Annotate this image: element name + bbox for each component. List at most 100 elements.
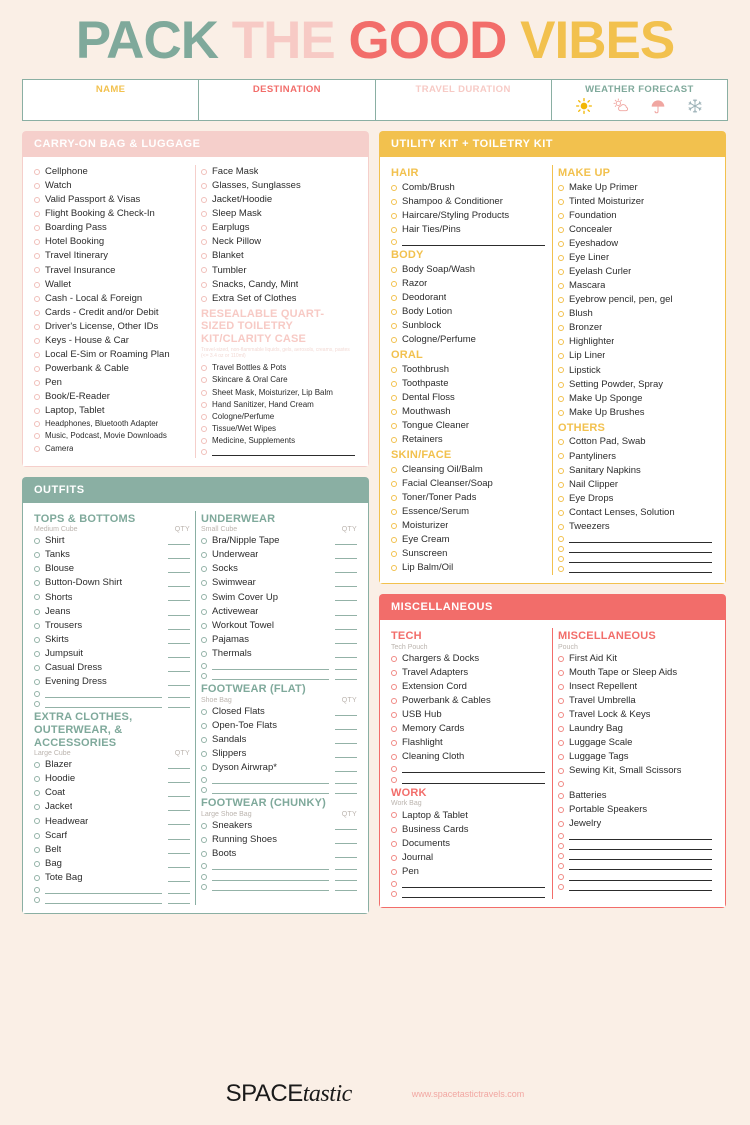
checkbox-icon[interactable] (34, 183, 40, 190)
checkbox-icon[interactable] (34, 886, 40, 893)
checkbox-icon[interactable] (391, 754, 397, 761)
list-item[interactable]: Sheet Mask, Moisturizer, Lip Balm (201, 386, 357, 398)
list-item[interactable]: Haircare/Styling Products (391, 209, 547, 223)
checkbox-icon[interactable] (34, 323, 40, 330)
list-item[interactable]: Foundation (558, 209, 714, 223)
checkbox-icon[interactable] (201, 883, 207, 890)
list-item[interactable]: Luggage Tags (558, 750, 714, 764)
blank-list-item[interactable] (558, 882, 714, 892)
write-in-line[interactable] (569, 883, 712, 891)
qty-input[interactable] (168, 690, 190, 698)
checkbox-icon[interactable] (558, 297, 564, 304)
list-item[interactable]: Hotel Booking (34, 235, 190, 249)
list-item[interactable]: Retainers (391, 433, 547, 447)
list-item[interactable]: Hair Ties/Pins (391, 223, 547, 237)
weather-forecast-field[interactable]: WEATHER FORECAST (552, 80, 727, 120)
list-item[interactable]: Flashlight (391, 736, 547, 750)
checkbox-icon[interactable] (558, 339, 564, 346)
checkbox-icon[interactable] (558, 556, 564, 563)
list-item[interactable]: Activewear (201, 605, 357, 619)
checkbox-icon[interactable] (558, 481, 564, 488)
qty-input[interactable] (168, 537, 190, 546)
checkbox-icon[interactable] (34, 281, 40, 288)
list-item[interactable]: Scarf (34, 828, 190, 842)
checkbox-icon[interactable] (391, 523, 397, 530)
qty-input[interactable] (335, 850, 357, 859)
checkbox-icon[interactable] (201, 622, 207, 629)
checkbox-icon[interactable] (558, 780, 564, 787)
list-item[interactable]: Contact Lenses, Solution (558, 506, 714, 520)
blank-list-item[interactable] (201, 785, 357, 795)
checkbox-icon[interactable] (34, 197, 40, 204)
checkbox-icon[interactable] (558, 509, 564, 516)
qty-input[interactable] (335, 873, 357, 881)
checkbox-icon[interactable] (201, 225, 207, 232)
list-item[interactable]: Documents (391, 837, 547, 851)
list-item[interactable]: Dyson Airwrap* (201, 761, 357, 775)
list-item[interactable]: Coat (34, 786, 190, 800)
list-item[interactable]: Facial Cleanser/Soap (391, 477, 547, 491)
blank-list-item[interactable] (558, 861, 714, 871)
checkbox-icon[interactable] (34, 690, 40, 697)
blank-list-item[interactable] (558, 564, 714, 574)
checkbox-icon[interactable] (391, 394, 397, 401)
list-item[interactable]: Blouse (34, 562, 190, 576)
list-item[interactable]: Cotton Pad, Swab (558, 435, 714, 449)
checkbox-icon[interactable] (34, 608, 40, 615)
list-item[interactable]: Concealer (558, 223, 714, 237)
list-item[interactable]: Thermals (201, 647, 357, 661)
qty-input[interactable] (168, 803, 190, 812)
write-in-line[interactable] (212, 776, 329, 785)
checkbox-icon[interactable] (558, 792, 564, 799)
list-item[interactable]: Snacks, Candy, Mint (201, 278, 357, 292)
list-item[interactable]: Travel Adapters (391, 666, 547, 680)
checkbox-icon[interactable] (558, 712, 564, 719)
checkbox-icon[interactable] (391, 308, 397, 315)
qty-input[interactable] (335, 579, 357, 588)
blank-list-item[interactable] (201, 447, 357, 457)
list-item[interactable]: Blush (558, 307, 714, 321)
list-item[interactable]: Sanitary Napkins (558, 463, 714, 477)
qty-input[interactable] (335, 776, 357, 785)
write-in-line[interactable] (212, 786, 329, 795)
checkbox-icon[interactable] (201, 750, 207, 757)
write-in-line[interactable] (45, 896, 162, 905)
checkbox-icon[interactable] (391, 184, 397, 191)
checkbox-icon[interactable] (558, 409, 564, 416)
checkbox-icon[interactable] (201, 169, 207, 176)
list-item[interactable]: Extra Set of Clothes (201, 292, 357, 306)
list-item[interactable]: Earplugs (201, 221, 357, 235)
list-item[interactable]: Chargers & Docks (391, 652, 547, 666)
checkbox-icon[interactable] (391, 812, 397, 819)
checkbox-icon[interactable] (34, 650, 40, 657)
write-in-line[interactable] (569, 852, 712, 861)
list-item[interactable]: Moisturizer (391, 519, 547, 533)
qty-input[interactable] (335, 836, 357, 845)
list-item[interactable]: Cleansing Oil/Balm (391, 463, 547, 477)
list-item[interactable]: Eyeshadow (558, 237, 714, 251)
checkbox-icon[interactable] (34, 818, 40, 825)
list-item[interactable]: Watch (34, 179, 190, 193)
list-item[interactable]: Button-Down Shirt (34, 576, 190, 590)
list-item[interactable]: Portable Speakers (558, 803, 714, 817)
checkbox-icon[interactable] (34, 169, 40, 176)
list-item[interactable]: Lip Balm/Oil (391, 561, 547, 575)
checkbox-icon[interactable] (201, 736, 207, 743)
write-in-line[interactable] (569, 832, 712, 840)
checkbox-icon[interactable] (34, 860, 40, 867)
blank-list-item[interactable] (201, 861, 357, 871)
checkbox-icon[interactable] (558, 566, 564, 573)
checkbox-icon[interactable] (34, 538, 40, 545)
list-item[interactable]: Cash - Local & Foreign (34, 292, 190, 306)
list-item[interactable]: Pen (391, 865, 547, 879)
checkbox-icon[interactable] (201, 636, 207, 643)
checkbox-icon[interactable] (201, 863, 207, 870)
checkbox-icon[interactable] (34, 351, 40, 358)
checkbox-icon[interactable] (391, 551, 397, 558)
list-item[interactable]: Sandals (201, 733, 357, 747)
write-in-line[interactable] (45, 700, 162, 709)
qty-input[interactable] (335, 608, 357, 616)
list-item[interactable]: Skincare & Oral Care (201, 374, 357, 386)
checkbox-icon[interactable] (34, 664, 40, 671)
write-in-line[interactable] (402, 776, 545, 784)
